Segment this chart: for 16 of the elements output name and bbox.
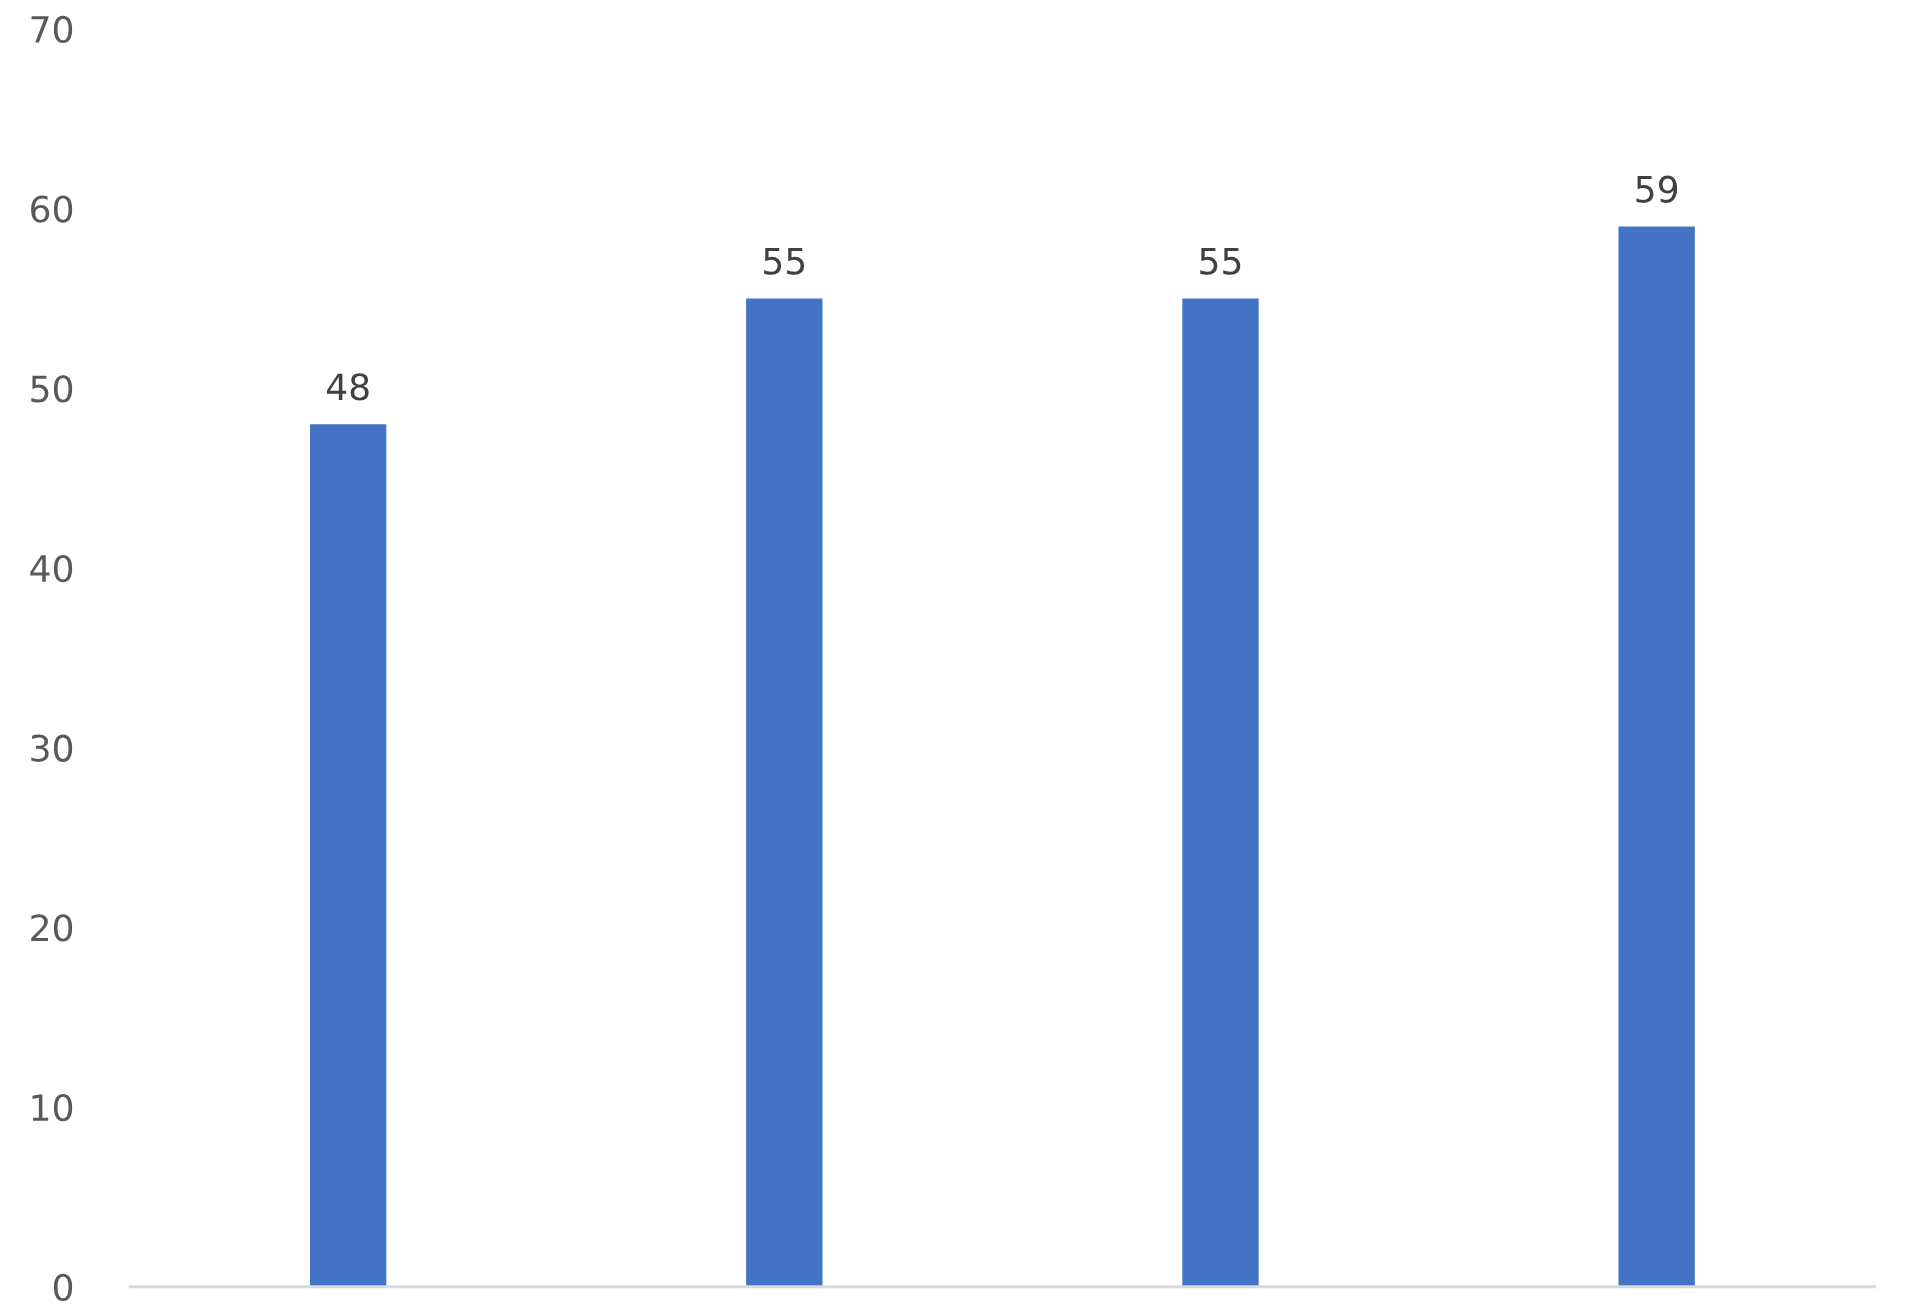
y-tick-label: 10: [32, 1093, 73, 1122]
data-label: 55: [764, 247, 805, 275]
data-label: 48: [326, 373, 369, 401]
data-label: 59: [1636, 175, 1678, 203]
data-label: 55: [1200, 247, 1241, 275]
y-tick-label: 20: [31, 914, 73, 942]
y-tick-label: 60: [31, 195, 73, 223]
y-tick-label: 70: [31, 15, 73, 44]
bar: [310, 424, 387, 1287]
bar: [1618, 226, 1695, 1287]
y-tick-label: 30: [31, 734, 73, 762]
bar: [746, 298, 823, 1287]
y-tick-label: 0: [53, 1273, 73, 1301]
bar: [1182, 298, 1259, 1287]
y-tick-label: 50: [31, 375, 73, 403]
y-tick-label: 40: [30, 554, 73, 583]
